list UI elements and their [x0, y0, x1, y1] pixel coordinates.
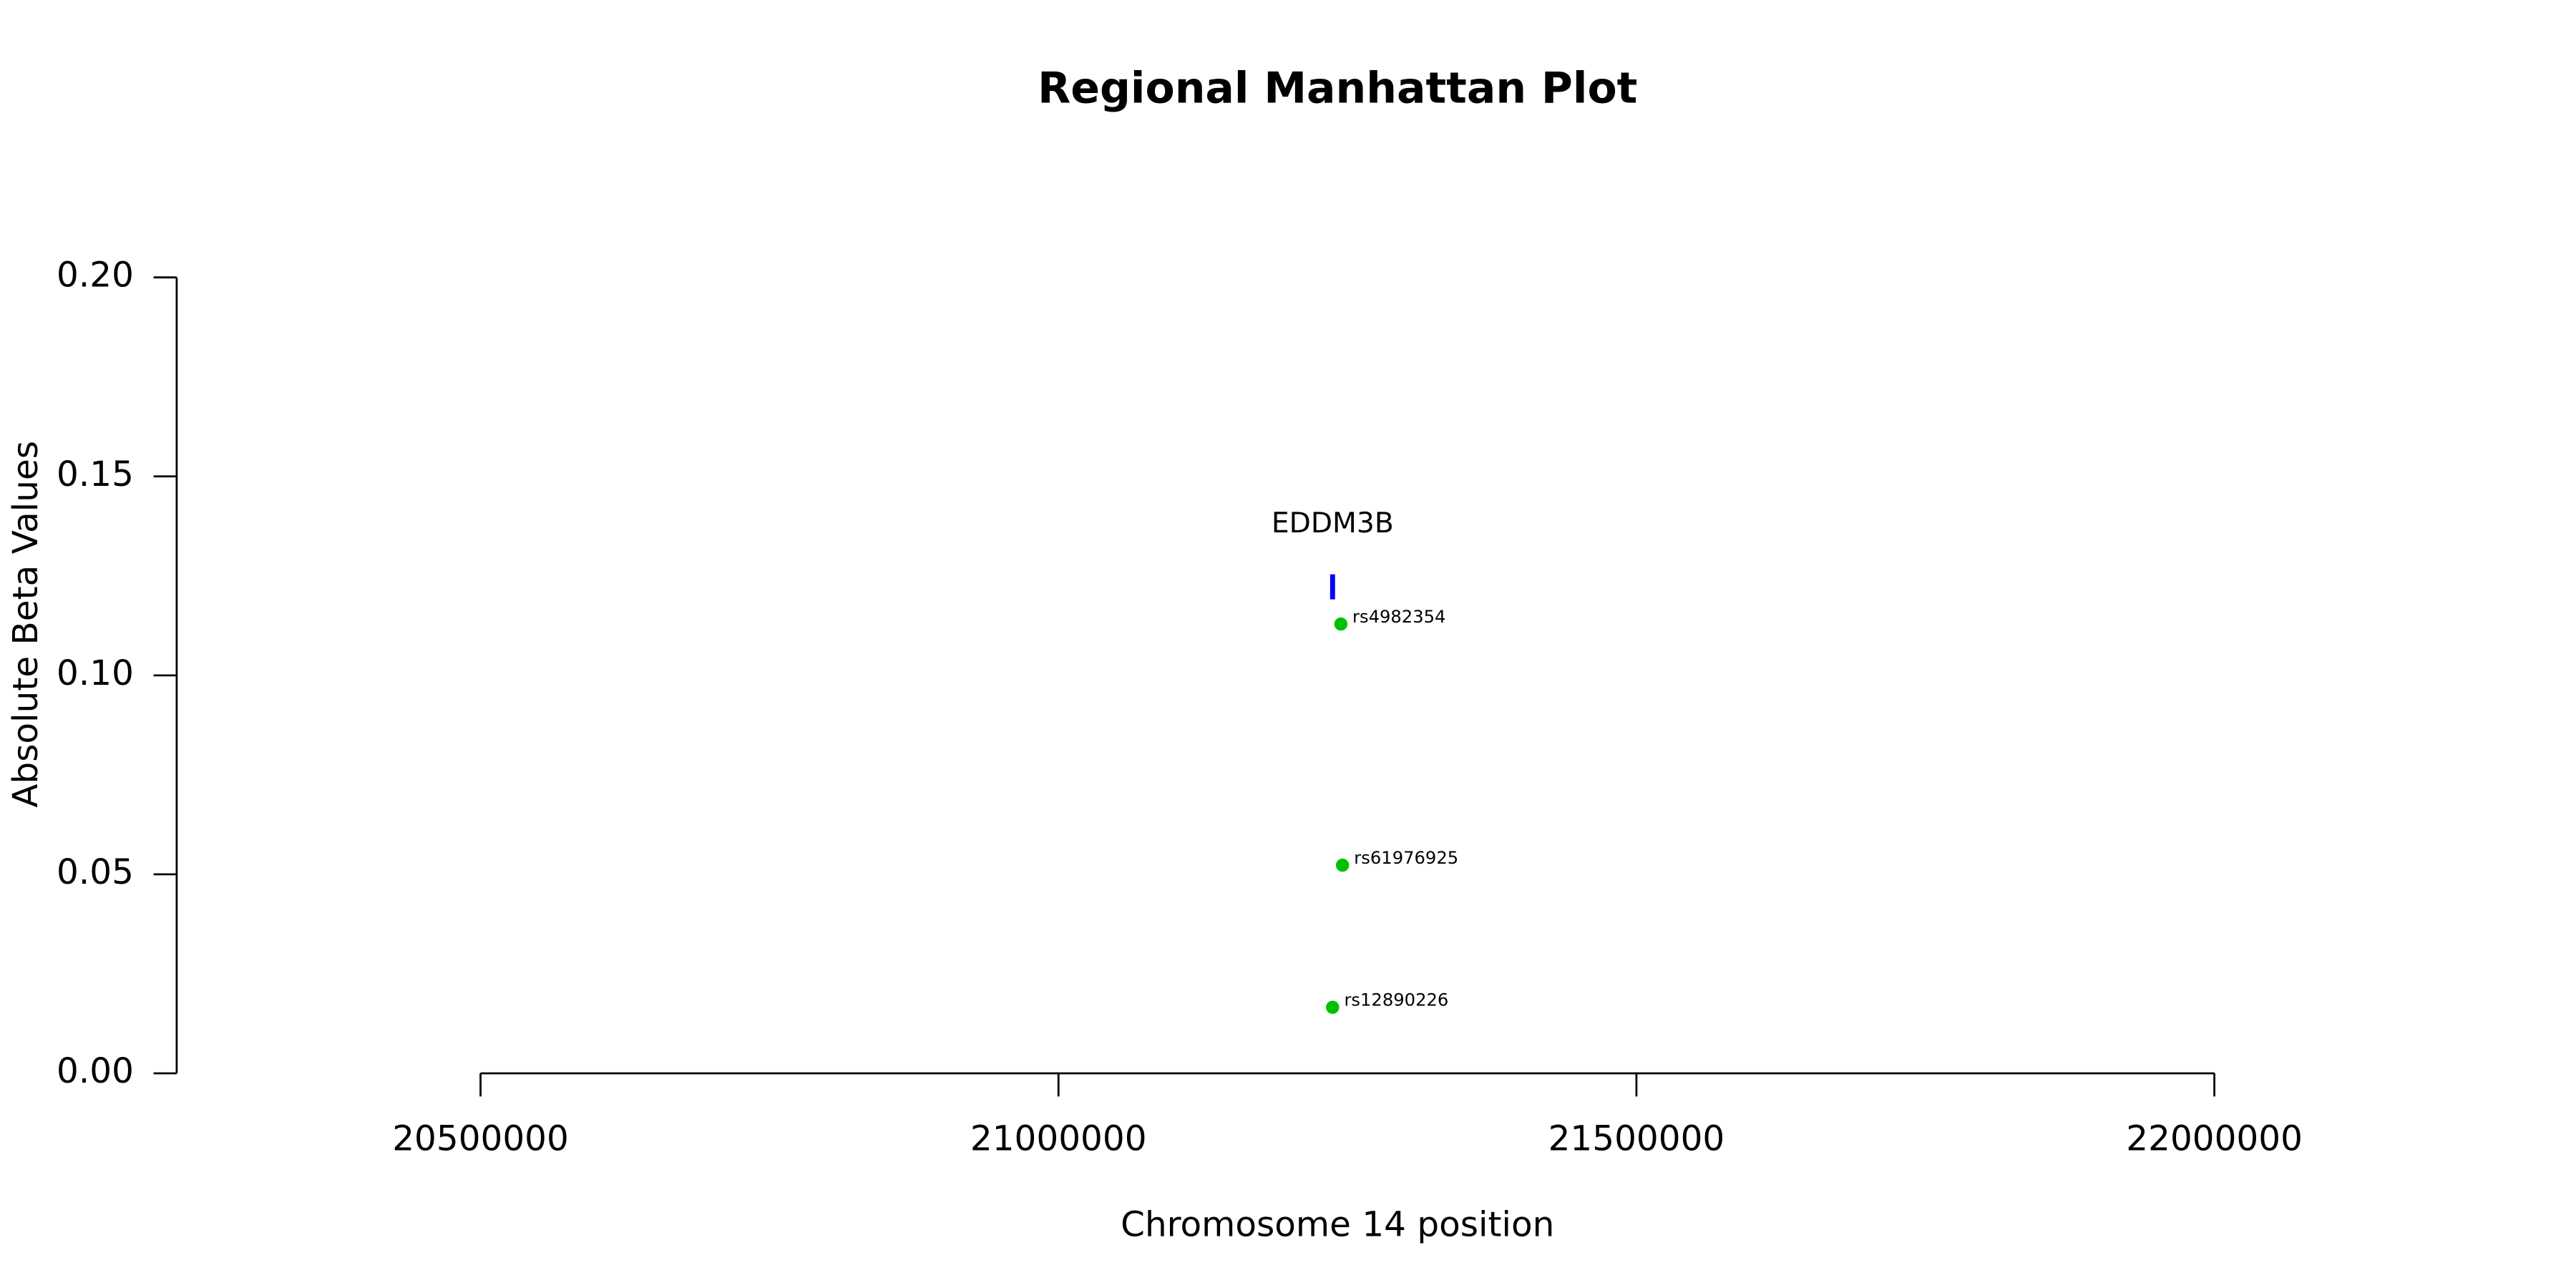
x-tick-label: 22000000	[2126, 1119, 2303, 1159]
x-tick-label: 21500000	[1548, 1119, 1725, 1159]
y-tick-label: 0.05	[57, 852, 134, 892]
x-tick-label: 20500000	[392, 1119, 569, 1159]
y-tick-label: 0.15	[57, 454, 134, 494]
snp-label: rs61976925	[1354, 848, 1458, 868]
snp-point	[1335, 858, 1350, 872]
snp-point	[1334, 617, 1348, 631]
x-axis-label: Chromosome 14 position	[1121, 1205, 1554, 1245]
gene-label: EDDM3B	[1272, 507, 1394, 540]
y-tick-label: 0.20	[57, 255, 134, 296]
snp-label: rs12890226	[1344, 990, 1448, 1010]
y-tick-label: 0.10	[57, 653, 134, 693]
x-tick-label: 21000000	[970, 1119, 1147, 1159]
chart-title: Regional Manhattan Plot	[1038, 64, 1637, 114]
y-tick-label: 0.00	[57, 1051, 134, 1091]
snp-label: rs4982354	[1352, 607, 1445, 627]
snp-point	[1326, 1000, 1340, 1014]
y-axis-label: Absolute Beta Values	[6, 441, 46, 808]
